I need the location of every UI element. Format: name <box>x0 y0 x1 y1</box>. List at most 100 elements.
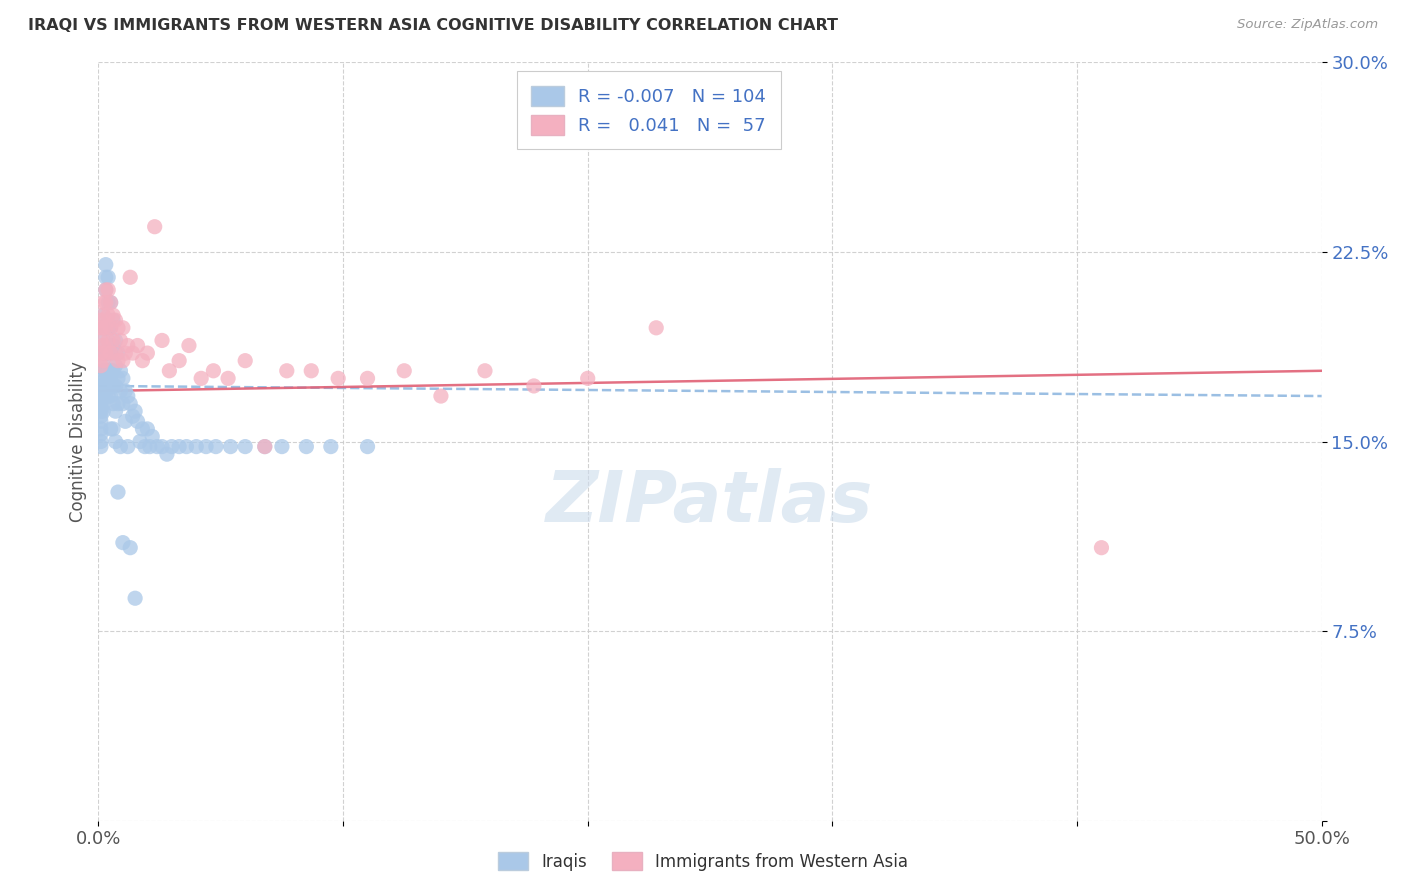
Point <box>114 384 136 398</box>
Point <box>127 338 149 352</box>
Point <box>90 313 112 327</box>
Point <box>111 396 134 410</box>
Point <box>100 346 122 360</box>
Point <box>94 346 117 360</box>
Point <box>97 379 120 393</box>
Point <box>97 295 120 310</box>
Point <box>104 379 127 393</box>
Point <box>101 422 124 436</box>
Point <box>97 334 120 348</box>
Point <box>91 371 114 385</box>
Point <box>101 338 124 352</box>
Text: ZIPatlas: ZIPatlas <box>547 467 873 537</box>
Point <box>143 219 166 234</box>
Point <box>94 379 117 393</box>
Point <box>233 440 256 454</box>
Point <box>136 422 159 436</box>
Point <box>101 364 124 378</box>
Point <box>110 334 132 348</box>
Point <box>91 308 114 322</box>
Point <box>101 379 124 393</box>
Y-axis label: Cognitive Disability: Cognitive Disability <box>69 361 87 522</box>
Point <box>101 334 124 348</box>
Point <box>90 389 112 403</box>
Point <box>124 404 146 418</box>
Point <box>111 371 134 385</box>
Point <box>120 396 142 410</box>
Point <box>90 404 112 418</box>
Point <box>104 334 127 348</box>
Point <box>121 409 143 424</box>
Text: IRAQI VS IMMIGRANTS FROM WESTERN ASIA COGNITIVE DISABILITY CORRELATION CHART: IRAQI VS IMMIGRANTS FROM WESTERN ASIA CO… <box>28 18 838 33</box>
Point <box>97 346 120 360</box>
Point <box>94 270 117 285</box>
Point <box>576 371 599 385</box>
Point <box>117 389 139 403</box>
Point <box>110 384 132 398</box>
Point <box>107 396 129 410</box>
Point <box>107 346 129 360</box>
Point <box>90 359 112 373</box>
Point <box>97 364 120 378</box>
Point <box>127 414 149 428</box>
Text: Source: ZipAtlas.com: Source: ZipAtlas.com <box>1237 18 1378 31</box>
Point <box>131 353 153 368</box>
Point <box>157 364 180 378</box>
Point <box>190 371 212 385</box>
Point <box>474 364 496 378</box>
Point <box>90 427 112 442</box>
Point <box>219 440 242 454</box>
Point <box>94 258 117 272</box>
Point <box>100 295 122 310</box>
Point <box>186 440 208 454</box>
Point <box>270 440 294 454</box>
Point <box>90 396 112 410</box>
Point <box>141 429 163 443</box>
Point <box>101 313 124 327</box>
Point <box>91 384 114 398</box>
Point <box>94 295 117 310</box>
Point <box>100 320 122 334</box>
Point <box>94 320 117 334</box>
Point <box>134 440 156 454</box>
Point <box>90 320 112 334</box>
Point <box>156 447 179 461</box>
Point <box>233 353 256 368</box>
Point <box>90 346 112 360</box>
Point <box>90 434 112 449</box>
Point <box>1090 541 1112 555</box>
Point <box>276 364 298 378</box>
Point <box>90 409 112 424</box>
Point <box>91 295 114 310</box>
Point <box>146 440 169 454</box>
Point <box>90 384 112 398</box>
Point <box>90 394 112 409</box>
Point <box>91 320 114 334</box>
Point <box>97 371 120 385</box>
Point <box>111 353 134 368</box>
Point <box>136 346 159 360</box>
Point <box>91 379 114 393</box>
Point <box>111 320 134 334</box>
Point <box>94 389 117 403</box>
Point <box>117 338 139 352</box>
Point <box>97 283 120 297</box>
Point <box>104 346 127 360</box>
Point <box>167 440 190 454</box>
Point <box>645 320 668 334</box>
Point <box>114 414 136 428</box>
Point <box>120 270 142 285</box>
Point <box>94 320 117 334</box>
Point <box>121 346 143 360</box>
Point <box>150 440 173 454</box>
Point <box>104 313 127 327</box>
Point <box>94 283 117 297</box>
Legend: R = -0.007   N = 104, R =   0.041   N =  57: R = -0.007 N = 104, R = 0.041 N = 57 <box>517 71 780 149</box>
Point <box>100 346 122 360</box>
Point <box>167 353 190 368</box>
Point <box>101 308 124 322</box>
Point <box>131 422 153 436</box>
Point <box>91 364 114 378</box>
Point <box>356 440 378 454</box>
Point <box>139 440 162 454</box>
